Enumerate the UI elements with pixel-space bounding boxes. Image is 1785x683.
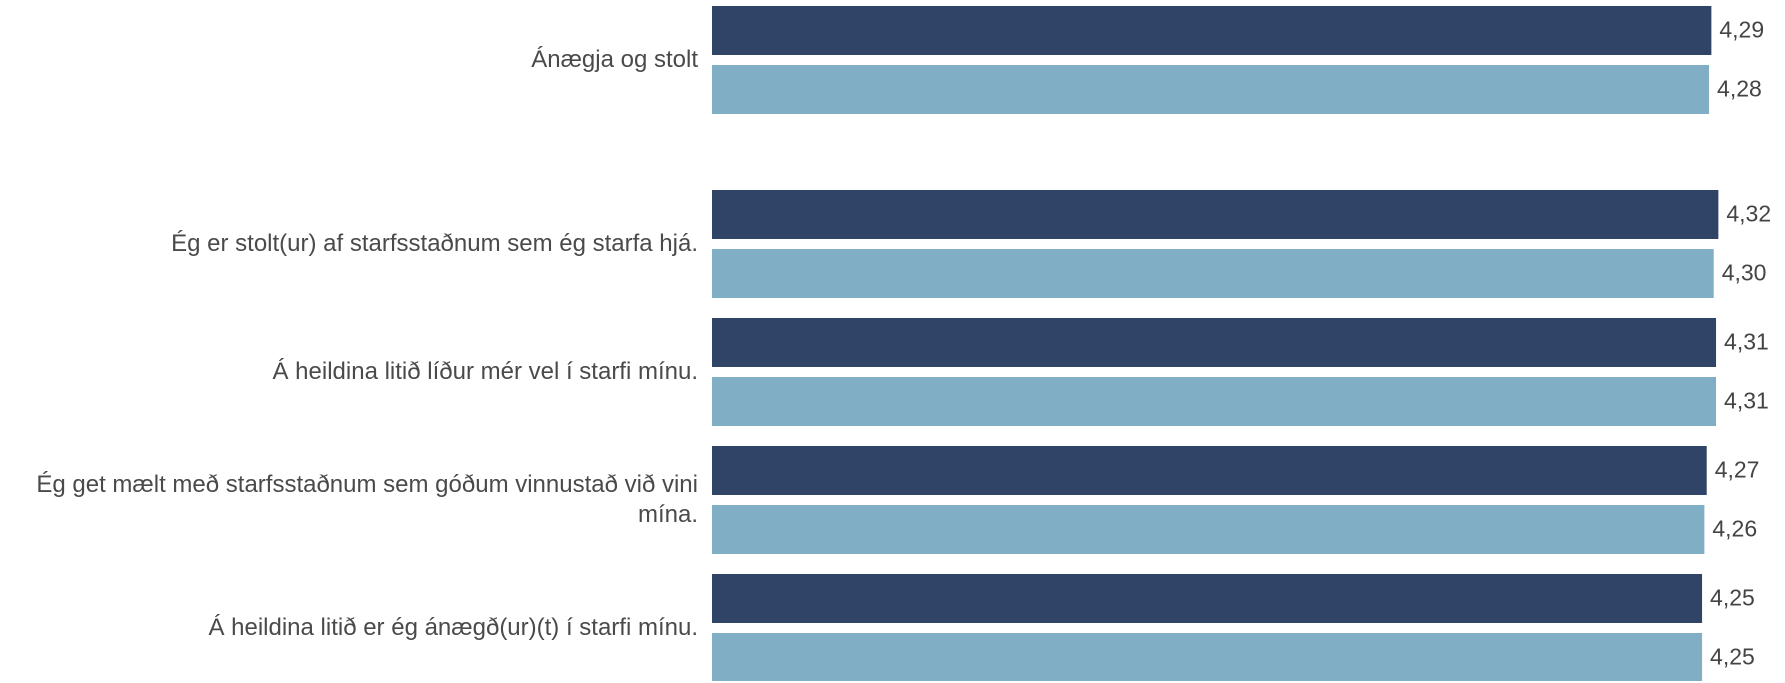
bar bbox=[712, 377, 1717, 426]
value-label: 4,31 bbox=[1724, 329, 1769, 355]
value-label: 4,28 bbox=[1717, 76, 1762, 102]
bar bbox=[712, 574, 1703, 623]
category-text: Á heildina litið líður mér vel í starfi … bbox=[272, 358, 699, 385]
value-label: 4,32 bbox=[1726, 201, 1771, 227]
bar bbox=[712, 65, 1710, 114]
bar bbox=[712, 318, 1717, 367]
bar bbox=[712, 249, 1714, 298]
value-label: 4,27 bbox=[1715, 457, 1760, 483]
value-label: 4,30 bbox=[1722, 260, 1767, 286]
category-text: Ég er stolt(ur) af starfsstaðnum sem ég … bbox=[171, 230, 698, 257]
bar bbox=[712, 190, 1719, 239]
bar bbox=[712, 505, 1705, 554]
category-label: Á heildina litið líður mér vel í starfi … bbox=[4, 317, 699, 427]
value-label: 4,31 bbox=[1724, 388, 1769, 414]
value-label: 4,25 bbox=[1710, 585, 1755, 611]
value-label: 4,26 bbox=[1712, 516, 1757, 542]
bar bbox=[712, 446, 1707, 495]
bar bbox=[712, 6, 1712, 55]
category-text: Ánægja og stolt bbox=[531, 46, 698, 73]
value-label: 4,29 bbox=[1719, 17, 1764, 43]
bar bbox=[712, 633, 1703, 681]
value-label: 4,25 bbox=[1710, 644, 1755, 670]
category-text: Ég get mælt með starfsstaðnum sem góðum … bbox=[36, 471, 698, 528]
category-text: Á heildina litið er ég ánægð(ur)(t) í st… bbox=[208, 614, 698, 641]
category-label: Ánægja og stolt bbox=[4, 5, 698, 115]
category-label: Ég get mælt með starfsstaðnum sem góðum … bbox=[4, 445, 698, 555]
category-label: Á heildina litið er ég ánægð(ur)(t) í st… bbox=[4, 573, 698, 683]
category-label: Ég er stolt(ur) af starfsstaðnum sem ég … bbox=[4, 189, 698, 299]
